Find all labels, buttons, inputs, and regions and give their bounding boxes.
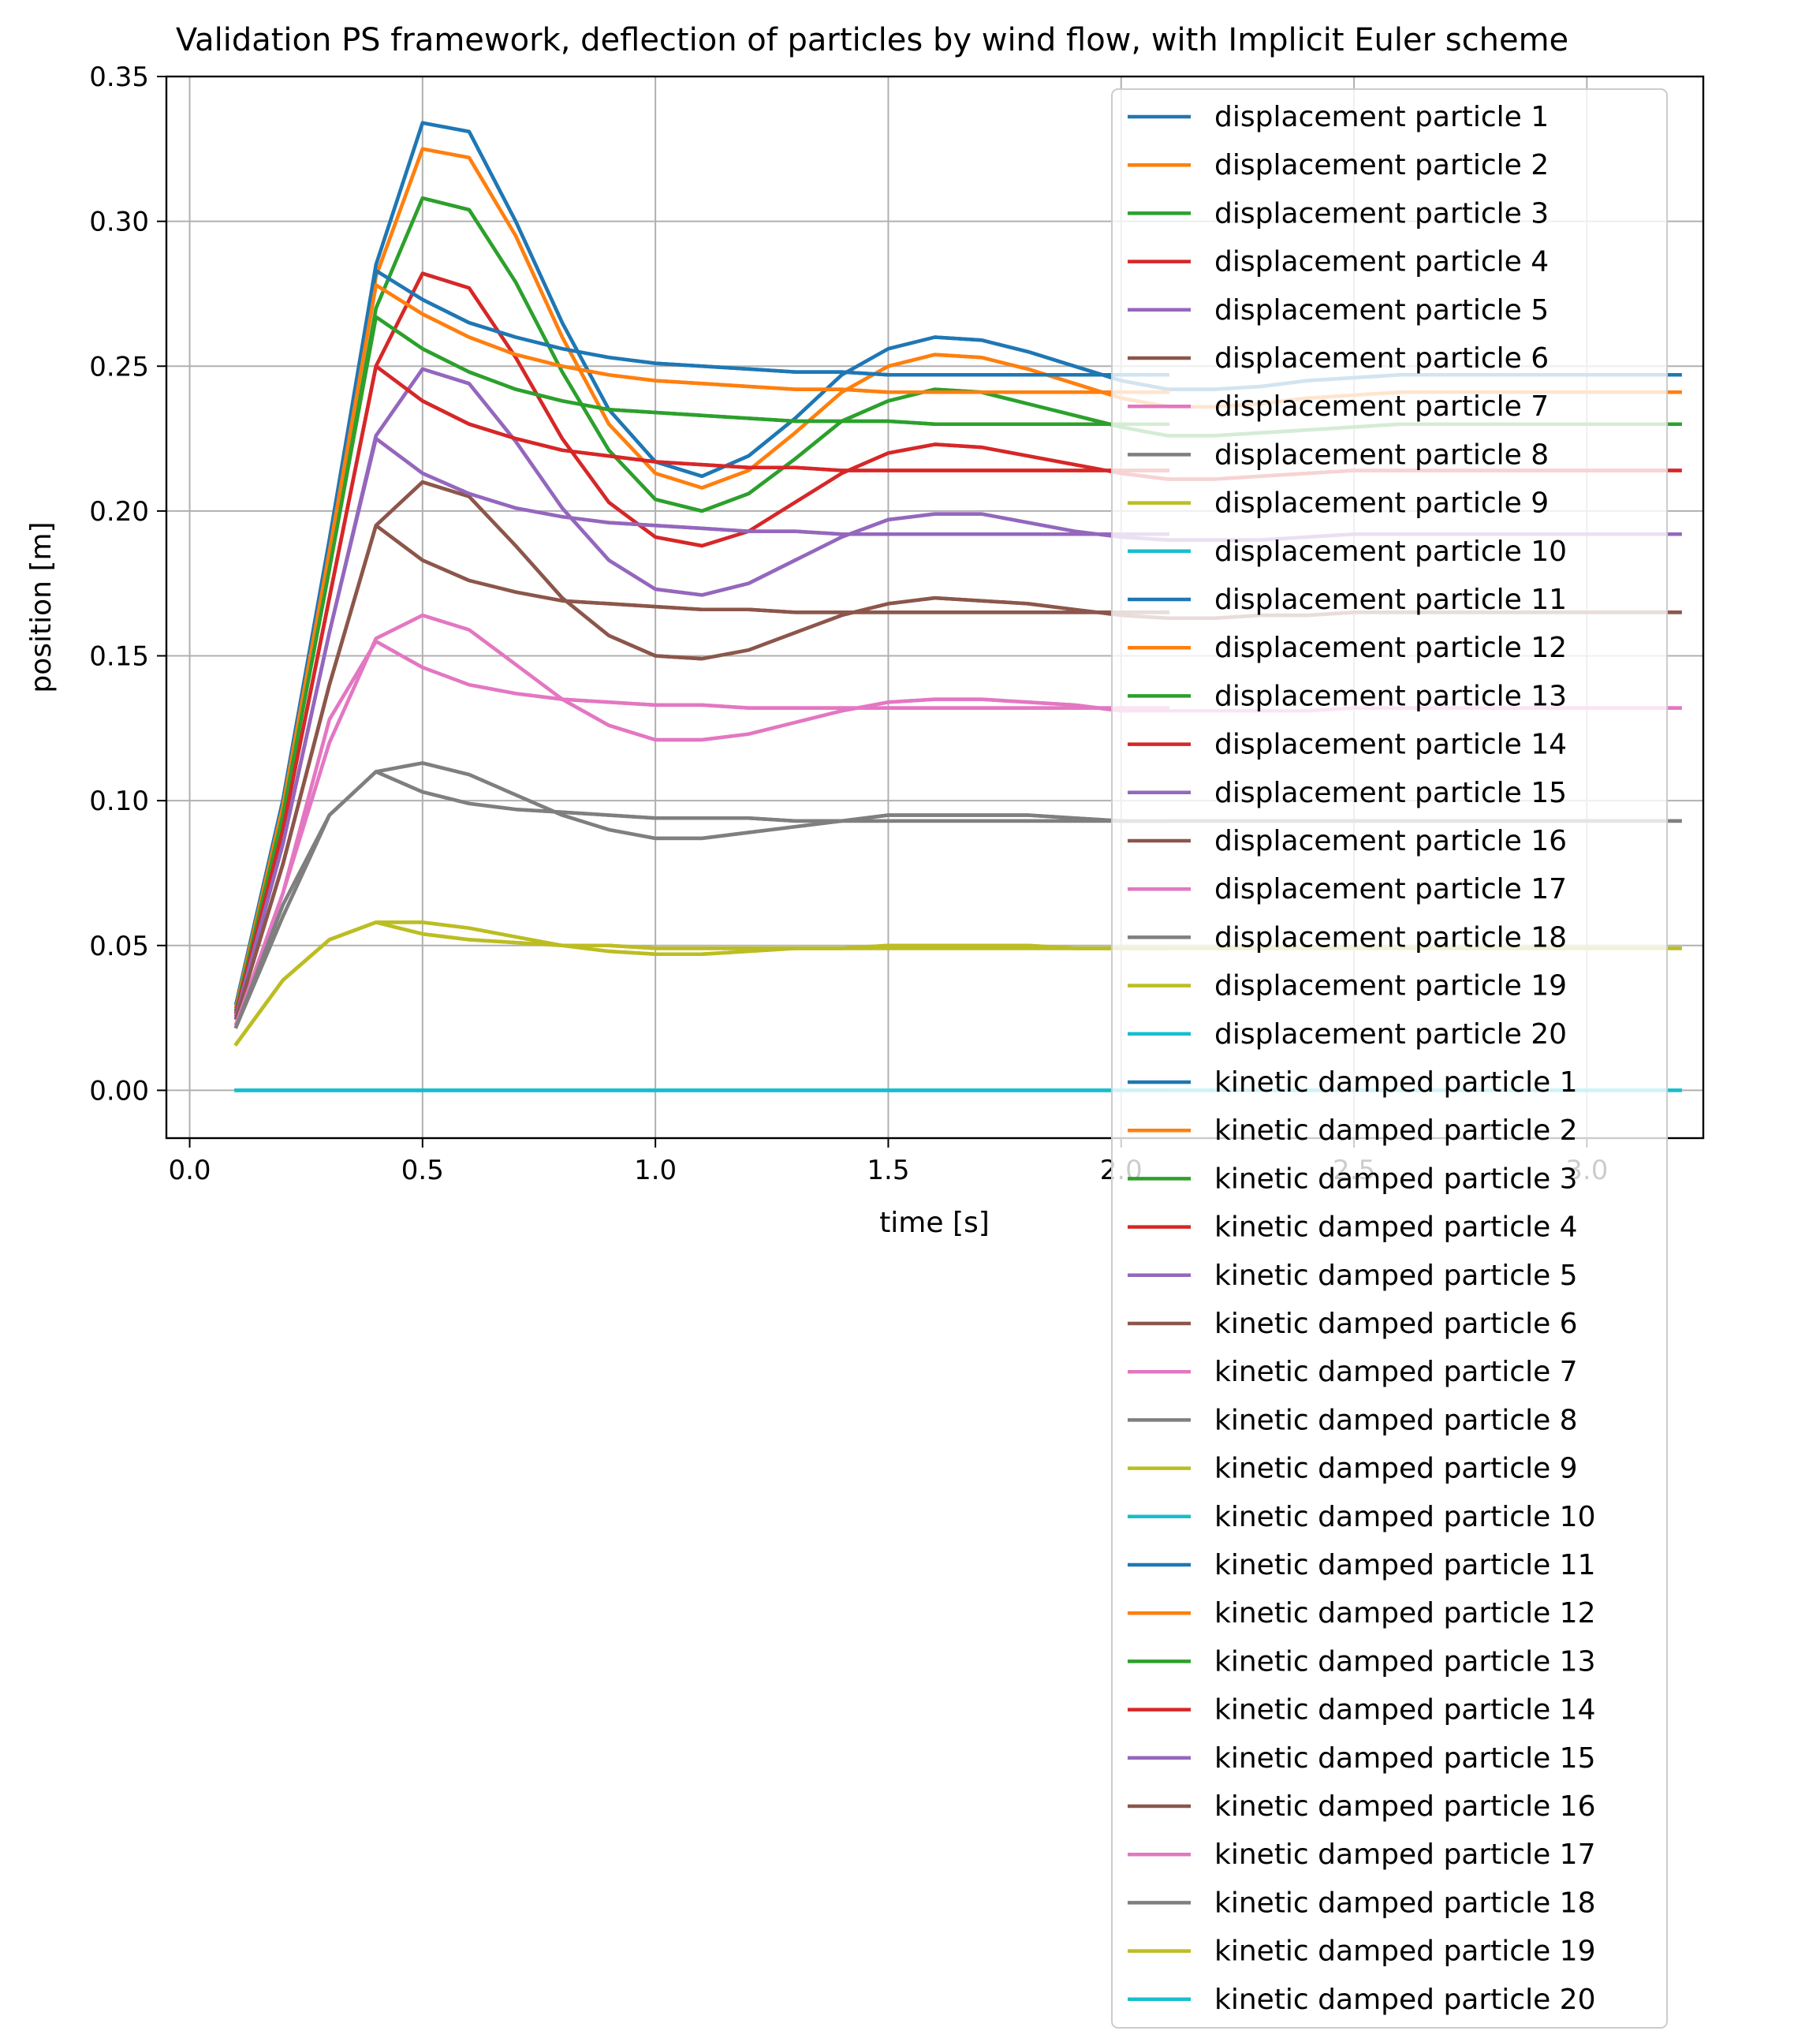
y-tick-label: 0.00 (89, 1075, 149, 1107)
legend: displacement particle 1 displacement part… (1111, 88, 1668, 2029)
x-tick-label: 0.5 (401, 1155, 444, 1186)
y-tick-label: 0.05 (89, 931, 149, 962)
x-tick-label: 1.5 (867, 1155, 909, 1186)
legend-label: kinetic damped particle 20 (1214, 1984, 1595, 2016)
legend-label: displacement particle 6 (1214, 342, 1549, 375)
y-tick-label: 0.30 (89, 207, 149, 238)
legend-label: kinetic damped particle 14 (1214, 1694, 1595, 1727)
kinetic-series-line (233, 283, 1170, 1009)
kinetic-series-line (233, 364, 1170, 1014)
legend-label: kinetic damped particle 12 (1214, 1597, 1595, 1629)
legend-label: displacement particle 9 (1214, 487, 1549, 520)
x-tick-label: 1.0 (634, 1155, 677, 1186)
y-tick-label: 0.15 (89, 641, 149, 673)
legend-label: kinetic damped particle 19 (1214, 1936, 1595, 1968)
kinetic-series-line (233, 920, 1170, 1047)
y-tick-label: 0.25 (89, 351, 149, 383)
kinetic-series-line (233, 315, 1170, 1012)
kinetic-series-line (233, 268, 1170, 1006)
legend-box (1111, 88, 1668, 2029)
axis-ticks: 0.00.51.01.52.02.53.00.000.050.100.150.2… (89, 62, 1608, 1186)
legend-label: displacement particle 7 (1214, 390, 1549, 423)
legend-label: kinetic damped particle 16 (1214, 1790, 1595, 1823)
y-tick-label: 0.35 (89, 62, 149, 93)
legend-label: kinetic damped particle 15 (1214, 1742, 1595, 1775)
legend-label: kinetic damped particle 3 (1214, 1163, 1578, 1195)
legend-label: displacement particle 3 (1214, 197, 1549, 230)
legend-label: displacement particle 15 (1214, 777, 1567, 809)
legend-label: displacement particle 1 (1214, 101, 1549, 133)
legend-label: kinetic damped particle 10 (1214, 1501, 1595, 1533)
legend-label: kinetic damped particle 4 (1214, 1211, 1578, 1244)
x-axis-label: time [s] (879, 1207, 990, 1239)
legend-label: displacement particle 2 (1214, 149, 1549, 181)
legend-label: displacement particle 11 (1214, 584, 1567, 616)
legend-label: displacement particle 10 (1214, 536, 1567, 568)
kinetic-series-line (233, 770, 1170, 1029)
legend-label: displacement particle 4 (1214, 246, 1549, 278)
legend-label: displacement particle 8 (1214, 439, 1549, 471)
plot-frame (165, 75, 1705, 1140)
legend-label: kinetic damped particle 7 (1214, 1356, 1578, 1388)
legend-label: kinetic damped particle 17 (1214, 1839, 1595, 1871)
legend-label: kinetic damped particle 18 (1214, 1887, 1595, 1919)
legend-label: displacement particle 12 (1214, 632, 1567, 664)
x-tick-label: 0.0 (168, 1155, 211, 1186)
y-tick-label: 0.20 (89, 496, 149, 528)
legend-label: displacement particle 20 (1214, 1018, 1567, 1051)
y-tick-label: 0.10 (89, 786, 149, 817)
legend-label: displacement particle 5 (1214, 294, 1549, 327)
y-axis-label: position [m] (25, 521, 58, 692)
legend-label: kinetic damped particle 8 (1214, 1404, 1578, 1436)
legend-label: displacement particle 14 (1214, 729, 1567, 761)
legend-label: displacement particle 17 (1214, 873, 1567, 905)
legend-label: kinetic damped particle 5 (1214, 1260, 1578, 1292)
legend-label: displacement particle 18 (1214, 921, 1567, 954)
legend-label: displacement particle 16 (1214, 825, 1567, 857)
kinetic-series-line (233, 523, 1170, 1021)
legend-label: displacement particle 19 (1214, 970, 1567, 1002)
legend-label: kinetic damped particle 9 (1214, 1453, 1578, 1485)
legend-label: kinetic damped particle 13 (1214, 1645, 1595, 1678)
legend-label: kinetic damped particle 6 (1214, 1308, 1578, 1340)
kinetic-series-line (233, 436, 1170, 1017)
legend-label: kinetic damped particle 1 (1214, 1066, 1578, 1099)
chart-title: Validation PS framework, deflection of p… (176, 22, 1568, 58)
kinetic-series-line (233, 639, 1170, 1026)
legend-label: kinetic damped particle 2 (1214, 1114, 1578, 1147)
legend-label: displacement particle 13 (1214, 680, 1567, 712)
legend-label: kinetic damped particle 11 (1214, 1549, 1595, 1581)
